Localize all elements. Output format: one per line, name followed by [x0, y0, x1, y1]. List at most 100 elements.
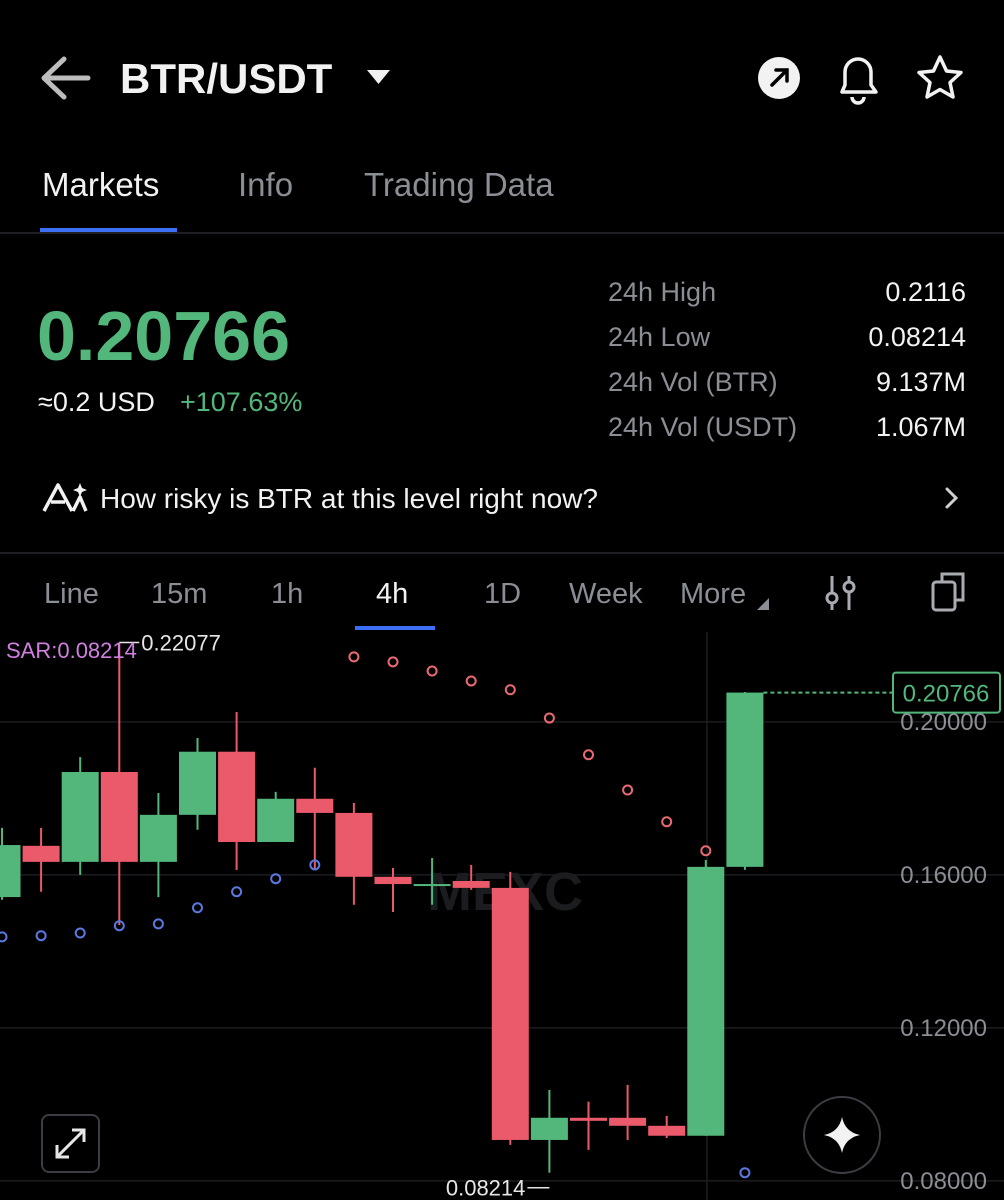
candle-body: [218, 751, 256, 842]
stats: 24h High 0.2116 24h Low 0.08214 24h Vol (BTR…: [608, 277, 966, 442]
interval[interactable]: More: [680, 578, 746, 610]
indicator-settings[interactable]: [825, 576, 856, 610]
sar-dot: [74, 927, 86, 939]
y-tick-label: 0.12000: [900, 1015, 987, 1042]
sar-dot: [739, 1167, 751, 1179]
back-arrow: [41, 56, 91, 100]
last-price: 0.20766: [37, 297, 290, 375]
stat-value: 1.067M: [876, 412, 966, 442]
tab-indicator: [40, 228, 177, 233]
favorite-button[interactable]: [917, 55, 963, 99]
sar-label: SAR:0.08214: [6, 638, 137, 663]
sar-dot: [192, 902, 203, 914]
stat-value: 0.2116: [885, 277, 966, 307]
layout-icon: [940, 572, 965, 602]
share-button[interactable]: [758, 57, 800, 99]
last-price-tag: [892, 671, 1001, 714]
ai-sparkle: [73, 483, 87, 497]
candle-body: [179, 751, 216, 815]
interval[interactable]: 1D: [484, 578, 521, 610]
ai-button[interactable]: [803, 1096, 881, 1174]
stat-value: 0.08214: [868, 322, 966, 352]
sar-dot: [700, 845, 712, 857]
chevron: [945, 487, 959, 509]
interval[interactable]: Line: [44, 578, 99, 610]
expand-icon: [55, 1128, 86, 1159]
candle-body: [491, 887, 529, 1140]
interval[interactable]: Week: [569, 578, 643, 610]
slider-knob: [842, 580, 856, 594]
sar-dot: [113, 920, 125, 932]
interval[interactable]: 1h: [271, 578, 303, 610]
sar-dot: [270, 873, 282, 885]
risk-prompt[interactable]: How risky is BTR at this level right now…: [42, 483, 959, 514]
alert-button[interactable]: [840, 57, 878, 105]
candle-body: [257, 798, 295, 842]
layout-icon: [931, 580, 957, 612]
sparkle-icon: [824, 1117, 860, 1153]
candle-body: [570, 1117, 607, 1121]
sar-dot: [426, 665, 438, 677]
candle-body: [296, 798, 334, 813]
stat-label: 24h Low: [608, 322, 711, 352]
fullscreen-button[interactable]: [41, 1114, 100, 1173]
sar-dot: [348, 651, 360, 663]
sar-dot: [661, 816, 673, 828]
candle-body: [648, 1125, 686, 1136]
candle-body: [139, 814, 177, 862]
sar-dot: [543, 712, 555, 724]
candle-body: [530, 1117, 568, 1140]
tab[interactable]: Trading Data: [364, 166, 554, 203]
interval-indicator: [355, 626, 435, 630]
sar-dot: [387, 656, 399, 668]
usd-price: ≈0.2 USD: [38, 387, 155, 417]
layout-toggle[interactable]: [931, 572, 965, 612]
min-label: 0.08214: [446, 1176, 526, 1200]
candle-body: [61, 771, 99, 862]
tab[interactable]: Markets: [42, 166, 159, 203]
back-button[interactable]: [41, 56, 91, 100]
share-arrow: [770, 68, 789, 87]
candle-body: [374, 876, 412, 885]
candle-body: [413, 884, 451, 887]
star-icon: [917, 55, 963, 99]
stat-label: 24h Vol (USDT): [608, 412, 797, 442]
sar-dot: [583, 749, 594, 761]
interval[interactable]: 15m: [151, 578, 207, 610]
candle-body: [100, 771, 138, 862]
sar-dot: [309, 859, 321, 871]
candle-body: [22, 845, 60, 862]
candle-body: [452, 881, 490, 888]
change-percent: +107.63%: [180, 387, 302, 417]
dropdown-icon[interactable]: [367, 70, 390, 84]
stat-value: 9.137M: [876, 367, 966, 397]
more-triangle: [757, 598, 769, 610]
candle-body: [0, 845, 21, 898]
stat-label: 24h Vol (BTR): [608, 367, 778, 397]
sar-dot: [231, 886, 243, 898]
tab[interactable]: Info: [238, 166, 293, 203]
candle-body: [335, 812, 373, 877]
sar-dot: [622, 784, 634, 796]
stat-label: 24h High: [608, 277, 716, 307]
sar-dot: [35, 930, 47, 942]
risk-text: How risky is BTR at this level right now…: [100, 483, 598, 514]
candle-body: [609, 1117, 647, 1126]
sar-dot: [504, 684, 516, 696]
sar-dot: [0, 931, 8, 943]
y-tick-label: 0.16000: [900, 862, 987, 889]
candle-body: [726, 692, 764, 867]
slider-knob: [825, 591, 839, 605]
bell-icon: [840, 57, 878, 105]
chart: MEXC 0.080000.120000.160000.200000.22077…: [0, 630, 1004, 1200]
interval[interactable]: 4h: [376, 578, 408, 610]
last-price-label: 0.20766: [903, 681, 990, 708]
sar-dot: [152, 918, 164, 930]
sar-dot: [465, 675, 477, 687]
max-label: 0.22077: [141, 630, 221, 655]
pair-title[interactable]: BTR/USDT: [120, 55, 333, 102]
candle-body: [687, 866, 725, 1136]
y-tick-label: 0.08000: [900, 1168, 987, 1195]
